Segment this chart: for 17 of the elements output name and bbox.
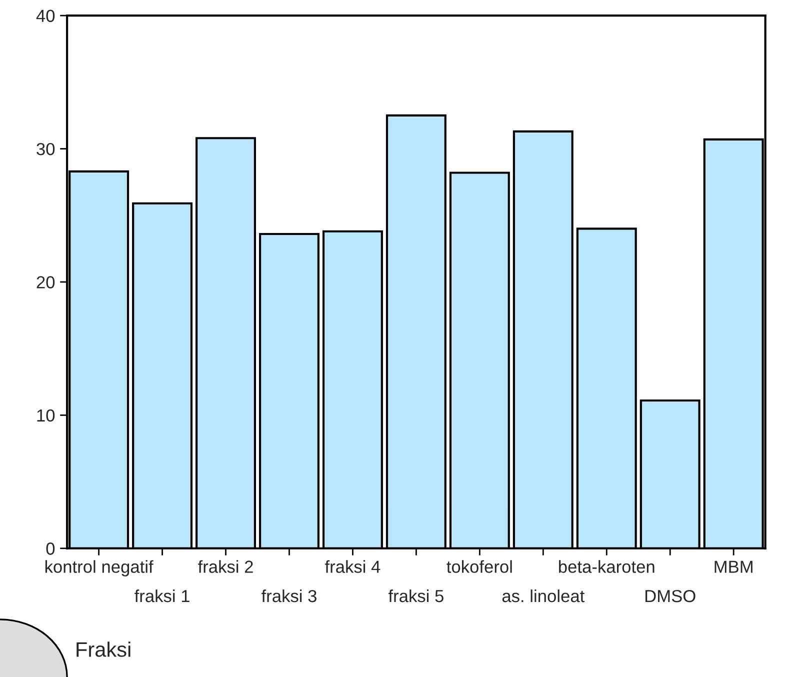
y-tick-label: 40 — [36, 10, 55, 22]
x-tick-label: beta-karoten — [559, 560, 654, 573]
x-tick-label: fraksi 5 — [388, 589, 444, 602]
x-tick-label: fraksi 4 — [324, 560, 380, 573]
x-tick-label: as. linoleat — [502, 589, 585, 602]
x-axis-title: Fraksi — [76, 642, 130, 657]
x-tick-label: fraksi 1 — [134, 589, 190, 602]
x-tick-label: kontrol negatif — [45, 560, 154, 576]
x-tick-label: MBM — [714, 560, 752, 573]
x-tick-label: fraksi 3 — [262, 589, 316, 602]
y-tick-label: 0 — [46, 542, 55, 555]
x-tick-label: tokoferol — [446, 560, 512, 573]
y-tick-label: 30 — [36, 142, 55, 156]
y-tick-label: 10 — [37, 409, 55, 422]
x-tick-label: DMSO — [645, 590, 696, 602]
x-tick-label: fraksi 2 — [198, 560, 253, 573]
y-tick-label: 20 — [36, 276, 55, 288]
